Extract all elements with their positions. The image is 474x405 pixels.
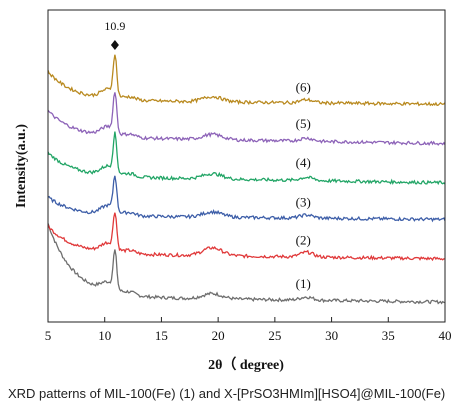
series-label-1: (1) [296, 276, 311, 291]
plot-frame [47, 9, 446, 323]
series-label-2: (2) [296, 233, 311, 248]
series-line-5 [47, 92, 446, 146]
x-tick-label: 40 [439, 328, 452, 343]
x-tick-label: 25 [268, 328, 281, 343]
x-axis: 5 10 15 20 25 30 35 40 [45, 317, 452, 343]
series-line-2 [47, 212, 446, 262]
x-tick-label: 5 [45, 328, 52, 343]
x-tick-label: 35 [382, 328, 395, 343]
series-label-5: (5) [296, 116, 311, 131]
peak-diamond-icon [110, 40, 119, 50]
x-tick-label: 15 [155, 328, 168, 343]
xrd-chart: 5 10 15 20 25 30 35 40 2θ（ degree) Intensity(a.… [14, 9, 452, 373]
series-label-4: (4) [296, 155, 311, 170]
series-label-3: (3) [296, 195, 311, 210]
x-tick-label: 20 [212, 328, 225, 343]
series-line-6 [47, 54, 446, 107]
series-labels: (1) (2) (3) (4) (5) (6) [296, 79, 311, 291]
y-axis-title: Intensity(a.u.) [14, 124, 29, 208]
peak-annotation: 10.9 [104, 19, 125, 50]
x-axis-title: 2θ（ degree) [208, 357, 284, 373]
peak-label: 10.9 [104, 19, 125, 33]
series-label-6: (6) [296, 79, 311, 94]
series-line-3 [47, 175, 446, 223]
x-tick-label: 10 [98, 328, 111, 343]
plot-area [47, 54, 446, 305]
figure-caption: XRD patterns of MIL-100(Fe) (1) and X-[P… [8, 386, 446, 401]
series-line-1 [47, 223, 446, 305]
x-tick-label: 30 [325, 328, 338, 343]
series-line-4 [47, 131, 446, 186]
